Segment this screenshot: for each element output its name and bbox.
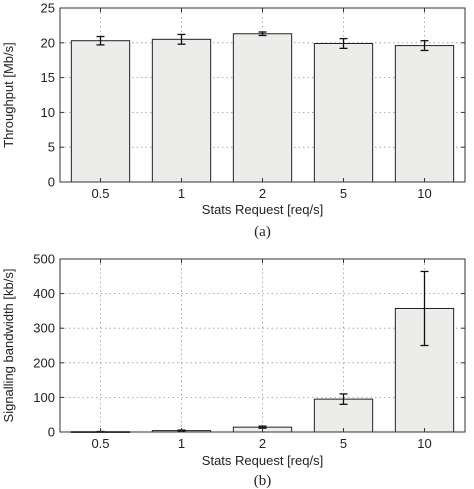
y-tick-label: 100	[33, 390, 55, 405]
x-tick-label: 10	[417, 436, 431, 451]
bar-10	[394, 45, 455, 183]
x-axis-label: Stats Request [req/s]	[202, 453, 323, 468]
y-tick-label: 25	[41, 1, 55, 16]
error-bar-1	[177, 33, 186, 45]
error-bar-0.5	[96, 35, 105, 46]
x-tick-label: 5	[340, 436, 347, 451]
x-tick-label: 2	[259, 186, 266, 201]
y-tick-label: 200	[33, 355, 55, 370]
bar-2	[232, 33, 293, 183]
error-bar-5	[339, 393, 348, 405]
y-axis-label: Throughput [Mb/s]	[1, 42, 16, 148]
error-bar-10	[420, 270, 429, 347]
error-bar-2	[258, 31, 267, 37]
bar-1	[151, 38, 212, 183]
y-tick-label: 500	[33, 252, 55, 267]
error-bar-10	[420, 40, 429, 52]
y-tick-label: 10	[41, 105, 55, 120]
chart-panel-b: 0 100 200 300 400 500 0.5 1 2 5 10 Stats Request [r…	[1, 252, 466, 489]
x-tick-label: 10	[417, 186, 431, 201]
y-tick-label: 20	[41, 35, 55, 50]
y-axis-label: Signalling bandwidth [kb/s]	[1, 269, 16, 423]
x-axis-label: Stats Request [req/s]	[202, 202, 323, 217]
y-tick-label: 300	[33, 321, 55, 336]
y-tick-label: 5	[48, 140, 55, 155]
bar-5	[313, 42, 374, 183]
figure-caption: (b)	[254, 473, 272, 489]
error-bar-5	[339, 37, 348, 50]
y-tick-label: 15	[41, 70, 55, 85]
x-tick-label: 0.5	[91, 186, 109, 201]
x-tick-label: 1	[178, 436, 185, 451]
x-tick-label: 2	[259, 436, 266, 451]
y-tick-label: 0	[48, 425, 55, 440]
bar-0.5	[70, 40, 131, 183]
x-tick-label: 1	[178, 186, 185, 201]
y-tick-label: 0	[48, 175, 55, 190]
y-tick-label: 400	[33, 286, 55, 301]
figure-caption: (a)	[254, 224, 271, 240]
x-tick-label: 0.5	[91, 436, 109, 451]
x-tick-label: 5	[340, 186, 347, 201]
